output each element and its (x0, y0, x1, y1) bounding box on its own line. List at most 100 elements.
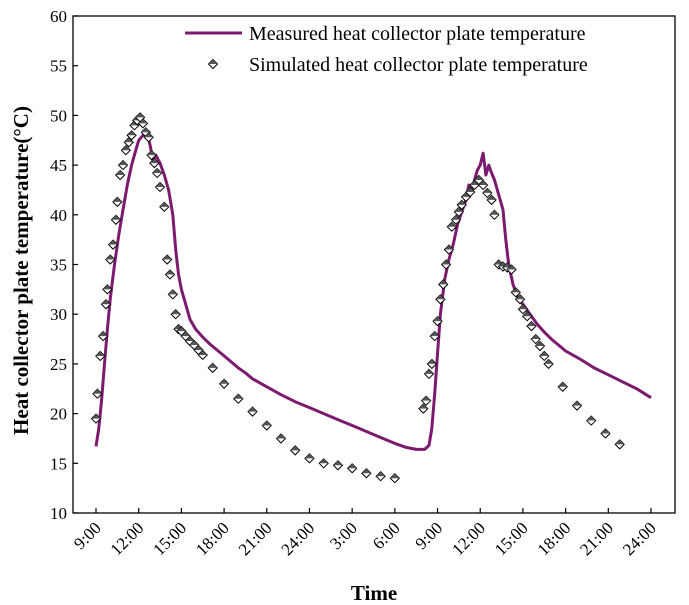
plot-area (90, 112, 652, 484)
data-point-simulated (440, 259, 452, 270)
x-tick-label: 21:00 (576, 518, 617, 559)
data-point-simulated (361, 468, 372, 479)
data-point-simulated (304, 453, 315, 464)
data-point-simulated (506, 264, 517, 275)
y-tick-label: 30 (50, 305, 67, 324)
series-line-measured (94, 131, 652, 451)
data-point-simulated (539, 350, 550, 362)
data-point-simulated (450, 214, 462, 225)
data-point-simulated (143, 132, 154, 143)
x-tick-label: 18:00 (192, 518, 233, 559)
data-point-simulated (389, 473, 401, 484)
data-point-simulated (318, 458, 329, 469)
data-point-simulated (438, 279, 449, 290)
data-point-simulated (117, 159, 129, 171)
x-tick-label: 24:00 (277, 518, 318, 559)
y-tick-label: 60 (50, 7, 67, 26)
data-point-simulated (420, 395, 432, 406)
legend-swatch-simulated (207, 58, 219, 70)
data-point-simulated (233, 393, 244, 404)
data-point-simulated (151, 167, 163, 179)
y-tick-label: 25 (50, 355, 67, 374)
data-point-simulated (95, 350, 106, 362)
x-axis-title: Time (351, 581, 397, 605)
data-point-simulated (126, 130, 137, 141)
data-point-simulated (521, 310, 533, 322)
data-point-simulated (275, 433, 287, 444)
data-point-simulated (456, 199, 467, 211)
data-point-simulated (92, 388, 103, 399)
x-tick-label: 15:00 (149, 518, 190, 559)
data-point-simulated (534, 340, 546, 352)
data-point-simulated (375, 471, 386, 482)
y-tick-label: 10 (50, 504, 67, 523)
data-point-simulated (429, 330, 440, 342)
data-point-simulated (102, 284, 113, 295)
data-point-simulated (443, 244, 455, 255)
data-point-simulated (97, 330, 109, 342)
legend: Measured heat collector plate temperatur… (185, 23, 588, 76)
data-point-simulated (100, 299, 112, 310)
y-tick-label: 20 (50, 405, 67, 424)
data-point-simulated (557, 381, 568, 392)
data-point-simulated (600, 428, 611, 439)
data-point-simulated (218, 378, 230, 389)
data-point-simulated (114, 169, 126, 181)
data-point-simulated (346, 463, 358, 474)
data-point-simulated (477, 179, 489, 191)
data-point-simulated (510, 287, 522, 298)
data-point-simulated (167, 289, 179, 300)
data-point-simulated (514, 294, 526, 305)
data-point-simulated (332, 460, 344, 471)
y-tick-label: 50 (50, 106, 67, 125)
data-point-simulated (530, 333, 541, 345)
data-point-simulated (120, 144, 132, 156)
data-point-simulated (446, 221, 457, 232)
data-point-simulated (486, 194, 497, 206)
data-point-simulated (123, 137, 134, 148)
x-tick-label: 24:00 (619, 518, 660, 559)
data-point-simulated (207, 362, 218, 374)
data-point-simulated (571, 400, 583, 411)
data-point-simulated (261, 420, 272, 431)
data-point-simulated (110, 214, 122, 225)
data-point-simulated (517, 304, 529, 315)
data-point-simulated (526, 320, 537, 332)
data-point-simulated (105, 254, 116, 265)
data-point-simulated (543, 358, 554, 370)
y-tick-label: 35 (50, 256, 67, 275)
data-point-simulated (90, 413, 102, 424)
x-tick-label: 15:00 (491, 518, 532, 559)
data-point-simulated (159, 201, 170, 213)
data-point-simulated (290, 445, 301, 456)
data-point-simulated (482, 187, 493, 199)
data-point-simulated (112, 196, 123, 208)
data-point-simulated (197, 349, 208, 361)
data-point-simulated (435, 294, 446, 305)
x-tick-label: 9:00 (70, 518, 105, 553)
x-tick-label: 3:00 (326, 518, 361, 553)
data-point-simulated (465, 186, 476, 198)
x-tick-label: 18:00 (534, 518, 575, 559)
data-point-simulated (154, 181, 166, 193)
x-tick-label: 21:00 (235, 518, 276, 559)
data-point-simulated (149, 157, 160, 169)
data-point-simulated (423, 368, 435, 380)
data-point-simulated (453, 206, 465, 218)
y-tick-label: 40 (50, 206, 67, 225)
data-point-simulated (586, 415, 597, 426)
y-tick-label: 55 (50, 57, 67, 76)
legend-label-measured: Measured heat collector plate temperatur… (249, 23, 586, 45)
data-point-simulated (426, 358, 438, 370)
x-tick-label: 12:00 (448, 518, 489, 559)
data-point-simulated (418, 403, 429, 414)
y-axis-title: Heat collector plate temperature(°C) (9, 106, 33, 435)
data-point-simulated (137, 118, 149, 129)
data-point-simulated (161, 254, 173, 265)
y-tick-label: 15 (50, 454, 67, 473)
data-point-simulated (614, 439, 625, 450)
x-tick-label: 9:00 (412, 518, 447, 553)
data-point-simulated (146, 149, 157, 161)
data-point-simulated (247, 406, 258, 417)
